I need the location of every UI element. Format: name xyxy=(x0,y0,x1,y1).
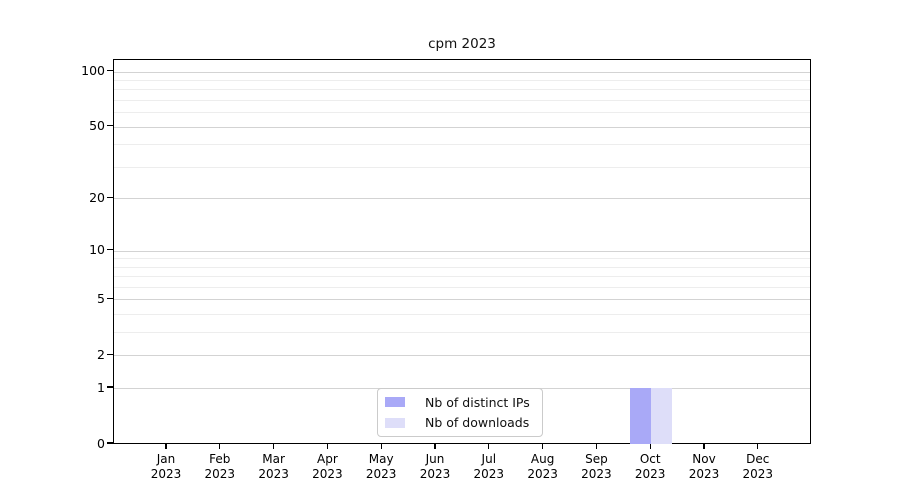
minor-gridline xyxy=(114,266,810,268)
x-tick-year: 2023 xyxy=(742,467,774,481)
x-tick-year: 2023 xyxy=(204,467,236,481)
x-tick-label: May 2023 xyxy=(349,452,413,482)
legend-swatch-distinct-ips xyxy=(385,397,405,408)
bar-distinct-ips xyxy=(629,388,652,444)
y-tick-label: 0 xyxy=(97,435,105,451)
minor-gridline xyxy=(114,112,810,114)
x-tick-year: 2023 xyxy=(312,467,343,481)
major-gridline xyxy=(114,126,810,128)
major-gridline xyxy=(114,355,810,357)
x-tick-year: 2023 xyxy=(150,467,182,481)
minor-gridline xyxy=(114,144,810,146)
x-tick-month: May xyxy=(368,452,394,466)
minor-gridline xyxy=(114,258,810,260)
x-tick-year: 2023 xyxy=(527,467,558,481)
minor-gridline xyxy=(114,166,810,168)
y-tick-mark xyxy=(107,386,113,388)
x-tick-label: Apr 2023 xyxy=(295,452,359,482)
legend: Nb of distinct IPs Nb of downloads xyxy=(377,388,543,437)
x-tick-month: Jun xyxy=(425,452,445,466)
x-tick-year: 2023 xyxy=(258,467,289,481)
minor-gridline xyxy=(114,287,810,288)
x-tick-label: Jan 2023 xyxy=(134,452,198,482)
x-tick-label: Oct 2023 xyxy=(618,452,682,482)
bar-downloads xyxy=(651,388,673,444)
x-tick-mark xyxy=(488,444,490,449)
x-tick-mark xyxy=(757,444,759,449)
y-tick-mark xyxy=(107,442,113,444)
x-tick-year: 2023 xyxy=(365,467,397,481)
minor-gridline xyxy=(114,332,810,334)
x-tick-year: 2023 xyxy=(473,467,505,481)
y-tick-label: 20 xyxy=(89,189,105,205)
legend-item-downloads: Nb of downloads xyxy=(385,415,542,430)
y-tick-mark xyxy=(107,69,113,72)
legend-label-downloads: Nb of downloads xyxy=(425,415,530,431)
x-tick-month: Aug xyxy=(530,452,555,466)
minor-gridline xyxy=(114,100,810,101)
x-tick-mark xyxy=(703,444,705,449)
y-tick-label: 100 xyxy=(81,63,105,79)
legend-label-distinct-ips: Nb of distinct IPs xyxy=(425,394,530,410)
minor-gridline xyxy=(114,89,810,91)
major-gridline xyxy=(114,299,810,301)
major-gridline xyxy=(114,71,810,73)
x-tick-month: Dec xyxy=(746,452,770,466)
x-tick-mark xyxy=(326,444,329,449)
x-tick-mark xyxy=(595,444,598,449)
x-tick-month: Oct xyxy=(639,452,661,466)
x-tick-month: Jul xyxy=(481,452,497,466)
x-tick-label: Jun 2023 xyxy=(403,452,467,482)
x-tick-month: Nov xyxy=(692,452,716,466)
x-tick-mark xyxy=(165,444,167,449)
x-tick-month: Feb xyxy=(209,452,231,466)
x-tick-label: Nov 2023 xyxy=(672,452,736,482)
major-gridline xyxy=(114,198,810,200)
y-tick-mark xyxy=(107,353,113,356)
x-tick-mark xyxy=(219,444,221,449)
x-tick-month: Apr xyxy=(317,452,338,466)
plot-area xyxy=(113,59,811,444)
chart-title: cpm 2023 xyxy=(428,36,496,52)
minor-gridline xyxy=(114,80,810,81)
y-tick-mark xyxy=(107,248,113,251)
y-tick-label: 2 xyxy=(97,346,105,362)
x-tick-label: Jul 2023 xyxy=(457,452,521,482)
x-tick-year: 2023 xyxy=(688,467,720,481)
y-tick-mark xyxy=(107,297,113,300)
x-tick-mark xyxy=(380,444,382,449)
x-tick-month: Mar xyxy=(262,452,285,466)
x-tick-year: 2023 xyxy=(581,467,612,481)
x-tick-mark xyxy=(434,444,436,449)
x-tick-month: Sep xyxy=(585,452,608,466)
x-tick-label: Sep 2023 xyxy=(564,452,628,482)
x-tick-month: Jan xyxy=(156,452,176,466)
x-tick-label: Feb 2023 xyxy=(188,452,252,482)
x-tick-mark xyxy=(541,444,544,449)
minor-gridline xyxy=(114,314,810,316)
x-tick-label: Dec 2023 xyxy=(726,452,790,482)
x-tick-label: Mar 2023 xyxy=(242,452,306,482)
y-tick-mark xyxy=(107,196,113,198)
minor-gridline xyxy=(114,276,810,278)
x-tick-year: 2023 xyxy=(634,467,666,481)
major-gridline xyxy=(114,250,810,252)
x-tick-year: 2023 xyxy=(419,467,451,481)
y-tick-label: 10 xyxy=(89,242,105,257)
y-tick-label: 50 xyxy=(89,118,105,134)
y-tick-mark xyxy=(107,125,113,127)
x-tick-mark xyxy=(272,444,275,449)
legend-item-distinct-ips: Nb of distinct IPs xyxy=(385,395,542,410)
x-tick-label: Aug 2023 xyxy=(511,452,575,482)
y-tick-label: 5 xyxy=(97,290,105,306)
x-tick-mark xyxy=(649,444,651,449)
legend-swatch-downloads xyxy=(385,417,405,428)
y-tick-label: 1 xyxy=(97,379,105,395)
